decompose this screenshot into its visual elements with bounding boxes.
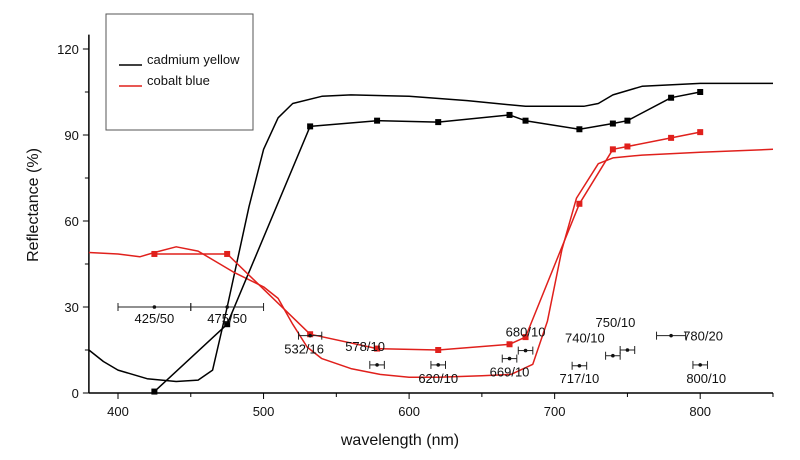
- cobalt-blue-data-point: [374, 345, 381, 352]
- filter-band-label: 669/10: [490, 365, 530, 380]
- filter-band-label: 740/10: [565, 331, 605, 346]
- y-tick-label: 120: [57, 42, 79, 57]
- cadmium-yellow-data-point: [374, 117, 381, 124]
- legend: cadmium yellow cobalt blue: [105, 13, 254, 131]
- axes: 400 500 600 700 800 0 30 60 90 120: [57, 34, 774, 419]
- cobalt-blue-data-point: [522, 334, 529, 341]
- x-tick-label: 400: [107, 404, 129, 419]
- cobalt-blue-data-point: [224, 250, 231, 257]
- cadmium-yellow-data-point: [576, 126, 583, 133]
- cobalt-blue-data-point: [151, 250, 158, 257]
- filter-band-center: [611, 353, 615, 358]
- filter-band-center: [375, 363, 379, 367]
- filter-band-center: [523, 348, 528, 353]
- y-tick-label: 60: [64, 214, 78, 229]
- filter-band-label: 780/20: [683, 329, 723, 344]
- y-axis-label: Reflectance (%): [25, 148, 42, 262]
- filter-band-center: [436, 363, 441, 367]
- legend-label-cadmium-yellow: cadmium yellow: [147, 52, 240, 67]
- cobalt-blue-data-point: [435, 346, 442, 353]
- cadmium-yellow-data-point: [224, 321, 231, 328]
- cadmium-yellow-data-point: [624, 117, 631, 124]
- cobalt-blue-data-point: [624, 143, 631, 150]
- y-tick-label: 90: [64, 128, 78, 143]
- cadmium-yellow-data-point: [435, 119, 442, 126]
- cadmium-yellow-spectrum-line: [88, 82, 773, 383]
- cadmium-yellow-multispectral-line: [153, 91, 701, 393]
- filter-band-center: [669, 333, 673, 338]
- filter-band-center: [698, 363, 702, 367]
- cobalt-blue-data-point: [668, 134, 675, 141]
- cobalt-blue-data-point: [609, 146, 616, 153]
- cadmium-yellow-data-point: [522, 117, 529, 124]
- legend-box: [105, 13, 254, 131]
- filter-band-center: [625, 348, 630, 352]
- y-tick-label: 30: [64, 300, 78, 315]
- x-tick-label: 800: [689, 404, 711, 419]
- cobalt-blue-multispectral-line: [154, 131, 701, 351]
- x-tick-label: 500: [253, 404, 275, 419]
- cobalt-blue-data-point: [697, 129, 704, 136]
- cadmium-yellow-data-point: [668, 94, 675, 101]
- filter-band-center: [225, 305, 229, 309]
- filter-band-label: 680/10: [506, 325, 546, 340]
- plot-area: [88, 82, 774, 395]
- cobalt-blue-spectrum-line: [88, 148, 774, 378]
- filter-band-label: 800/10: [686, 371, 726, 386]
- y-tick-label: 0: [72, 386, 79, 401]
- cadmium-yellow-data-point: [151, 388, 158, 395]
- cobalt-blue-data-point: [506, 341, 513, 348]
- filter-band-label: 750/10: [596, 315, 636, 330]
- filter-band-label: 578/10: [345, 339, 385, 354]
- filter-bands: 425/50 475/50 532/16 578/10 620/10 669/10 680/…: [117, 302, 726, 386]
- filter-band-label: 532/16: [284, 342, 324, 357]
- filter-band-label: 717/10: [560, 371, 600, 386]
- cadmium-yellow-data-point: [307, 123, 314, 130]
- cadmium-yellow-data-point: [697, 88, 704, 95]
- filter-band-center: [308, 333, 312, 338]
- cadmium-yellow-data-point: [609, 120, 616, 127]
- legend-label-cobalt-blue: cobalt blue: [147, 73, 210, 88]
- x-tick-label: 600: [398, 404, 420, 419]
- filter-band-center: [577, 363, 582, 368]
- x-tick-label: 700: [544, 404, 566, 419]
- filter-band-label: 620/10: [418, 371, 458, 386]
- x-axis-label: wavelength (nm): [340, 432, 459, 449]
- filter-band-label: 425/50: [135, 311, 175, 326]
- cadmium-yellow-data-point: [506, 111, 513, 118]
- filter-band-center: [152, 305, 157, 309]
- filter-band-center: [507, 356, 512, 361]
- filter-band-label: 475/50: [207, 311, 247, 326]
- cobalt-blue-data-point: [576, 200, 583, 207]
